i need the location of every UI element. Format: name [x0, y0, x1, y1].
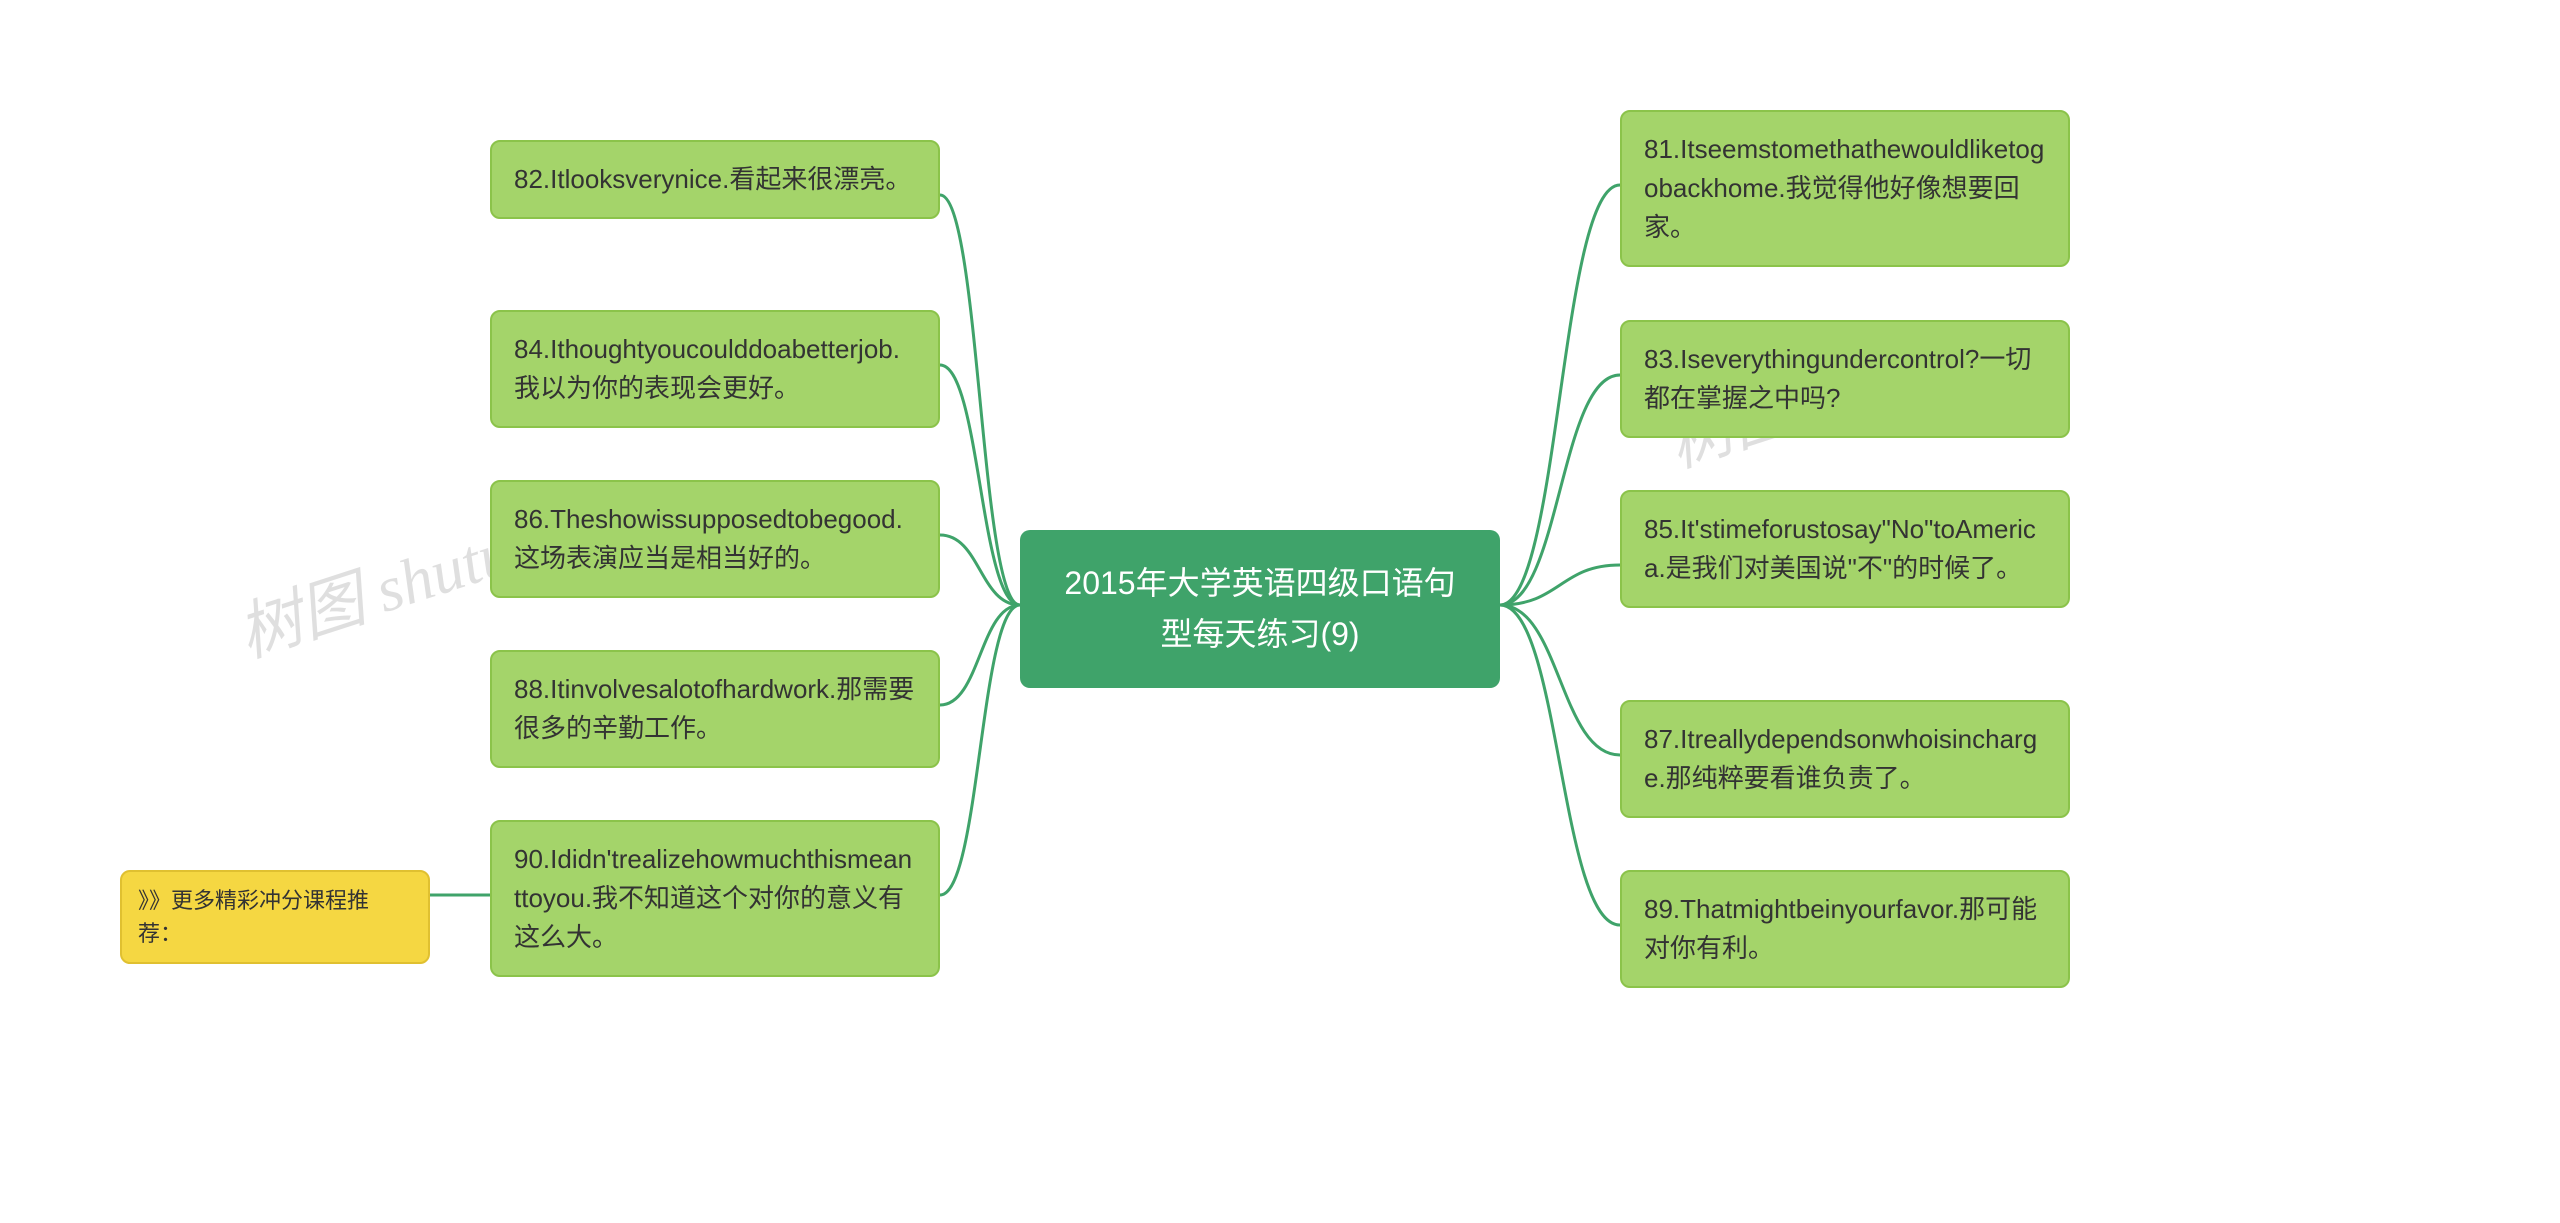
- right-node-83: 83.Iseverythingundercontrol?一切都在掌握之中吗?: [1620, 320, 2070, 438]
- sub-node-more-courses: 》》更多精彩冲分课程推荐：: [120, 870, 430, 964]
- left-node-84: 84.Ithoughtyoucoulddoabetterjob.我以为你的表现会…: [490, 310, 940, 428]
- left-node-82: 82.Itlooksverynice.看起来很漂亮。: [490, 140, 940, 219]
- left-node-88: 88.Itinvolvesalotofhardwork.那需要很多的辛勤工作。: [490, 650, 940, 768]
- center-node: 2015年大学英语四级口语句型每天练习(9): [1020, 530, 1500, 688]
- right-node-89: 89.Thatmightbeinyourfavor.那可能对你有利。: [1620, 870, 2070, 988]
- mindmap-container: 树图 shutu.cn 树图 shutu.cn 2015年大学英语四级口语句型每…: [0, 0, 2560, 1223]
- left-node-90: 90.Ididn'trealizehowmuchthismeanttoyou.我…: [490, 820, 940, 977]
- right-node-87: 87.Itreallydependsonwhoisincharge.那纯粹要看谁…: [1620, 700, 2070, 818]
- right-node-85: 85.It'stimeforustosay"No"toAmerica.是我们对美…: [1620, 490, 2070, 608]
- left-node-86: 86.Theshowissupposedtobegood.这场表演应当是相当好的…: [490, 480, 940, 598]
- right-node-81: 81.Itseemstomethathewouldliketogobackhom…: [1620, 110, 2070, 267]
